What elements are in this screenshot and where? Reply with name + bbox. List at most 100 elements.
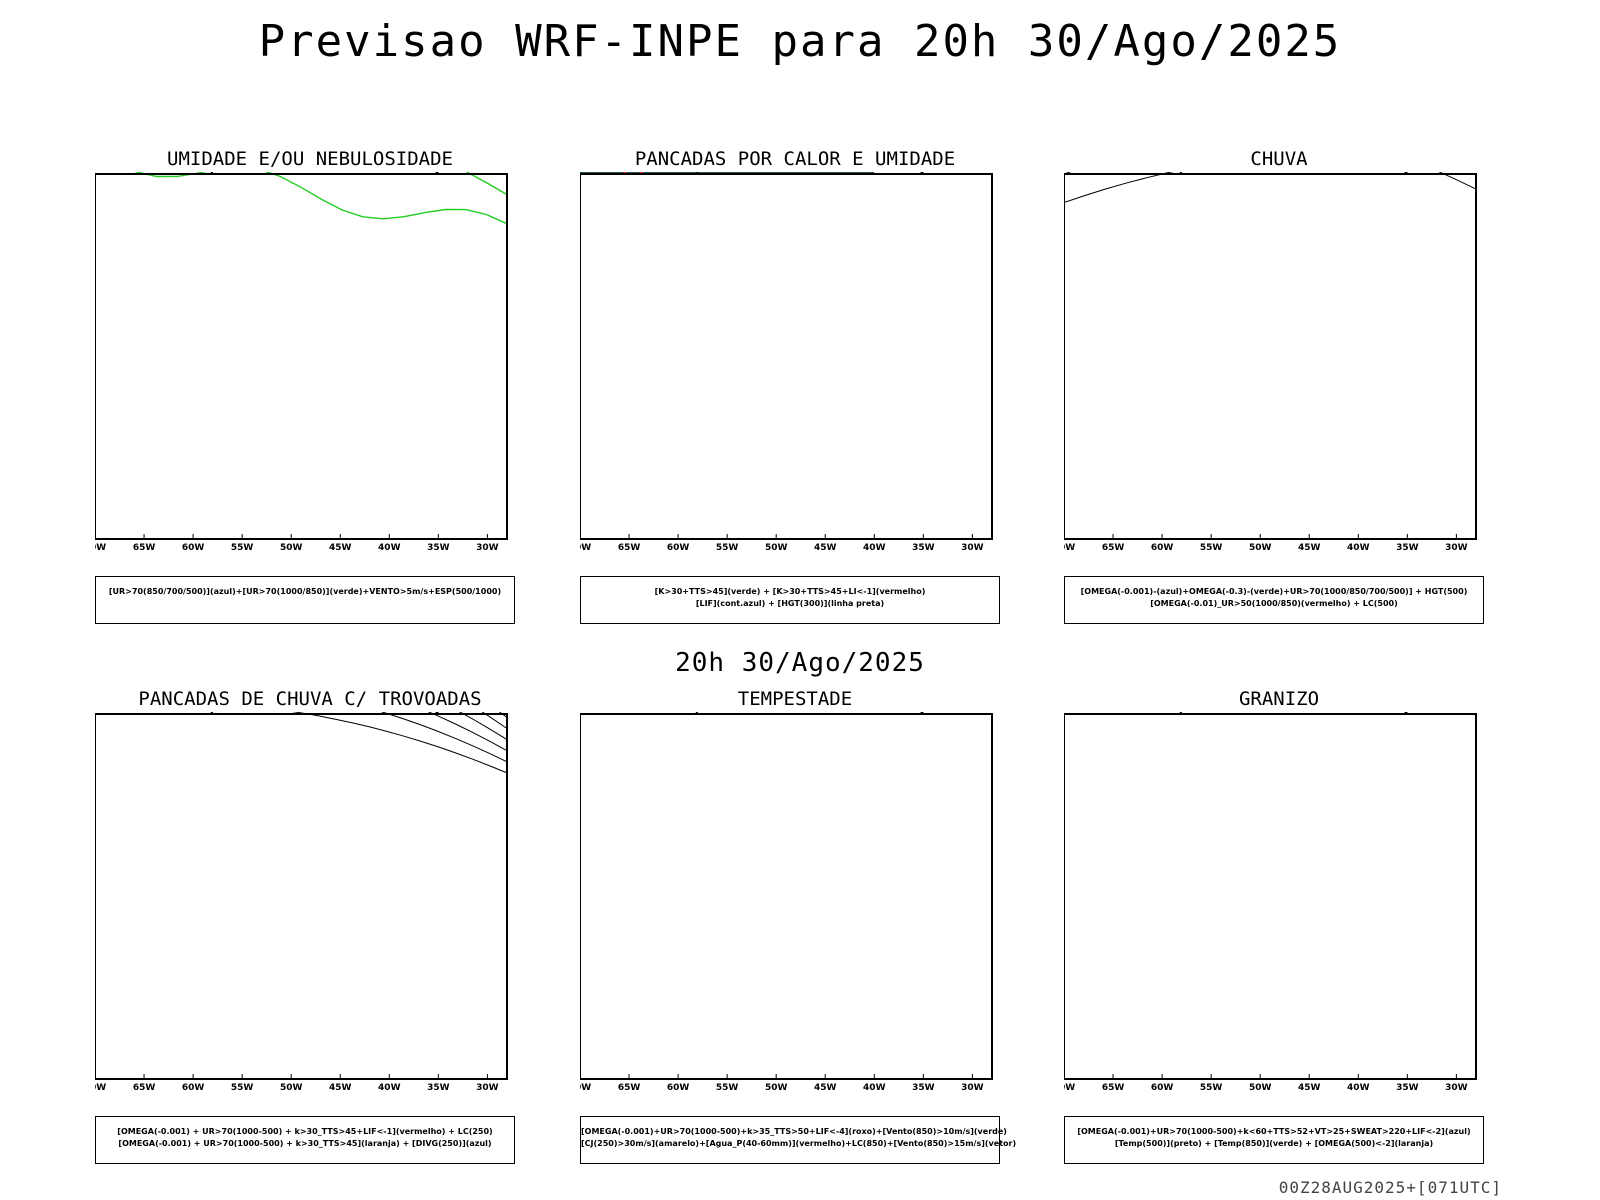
map-layer: 12S15S18S21S24S27S30S33S36S39S42S70W65W6… — [580, 712, 993, 1093]
map-background — [95, 174, 507, 539]
panel-tempestade: TEMPESTADE 12S15S18S21S24S27S30S33S36S39… — [580, 688, 1016, 1164]
map-background — [95, 714, 507, 1079]
run-identifier: 00Z28AUG2025+[071UTC] — [1278, 1178, 1502, 1197]
legend-line: [K>30+TTS>45](verde) + [K>30+TTS>45+LI<-… — [654, 587, 926, 596]
map-layer: -15-18-211512912S15S18S21S24S27S30S33S36… — [1064, 712, 1477, 1093]
legend-line: [OMEGA(-0.001) + UR>70(1000-500) + k>30_… — [118, 1139, 492, 1148]
lon-tick-label: 40W — [1347, 543, 1370, 553]
lon-tick-label: 45W — [814, 1083, 837, 1093]
map-frame — [95, 713, 508, 1080]
panel-umidade: UMIDADE E/OU NEBULOSIDADE 10081012101610… — [95, 148, 525, 624]
lon-tick-label: 45W — [329, 543, 352, 553]
panel-legend: [UR>70(850/700/500)](azul)+[UR>70(1000/8… — [95, 576, 515, 624]
panel-legend: [K>30+TTS>45](verde) + [K>30+TTS>45+LI<-… — [580, 576, 1000, 624]
lon-tick-label: 60W — [667, 1083, 690, 1093]
lon-tick-label: 30W — [1445, 1083, 1468, 1093]
map-frame — [580, 173, 993, 540]
lon-tick-label: 35W — [427, 1083, 450, 1093]
lon-tick-label: 70W — [580, 543, 591, 553]
jet-streamline — [380, 712, 508, 763]
legend-line: [UR>70(850/700/500)](azul)+[UR>70(1000/8… — [108, 587, 502, 596]
legend-line: [OMEGA(-0.001)+UR>70(1000-500)+k<60+TTS>… — [1077, 1127, 1471, 1136]
map-granizo: -15-18-211512912S15S18S21S24S27S30S33S36… — [1064, 712, 1477, 1093]
lon-tick-label: 60W — [182, 543, 205, 553]
lon-tick-label: 35W — [1396, 1083, 1419, 1093]
lon-tick-label: 40W — [378, 543, 401, 553]
jet-streamline — [427, 712, 508, 752]
lon-tick-label: 60W — [667, 543, 690, 553]
humidity-1000-contour — [134, 172, 508, 225]
lon-tick-label: 40W — [863, 543, 886, 553]
lon-tick-label: 65W — [1102, 1083, 1125, 1093]
map-pancadas-calor: 96009520944093609280920012S15S18S21S24S2… — [580, 172, 993, 553]
legend-line: [OMEGA(-0.001)-(azul)+OMEGA(-0.3)-(verde… — [1080, 587, 1468, 596]
lon-tick-label: 30W — [476, 543, 499, 553]
panel-legend: [OMEGA(-0.001) + UR>70(1000-500) + k>30_… — [95, 1116, 515, 1164]
legend-line: [OMEGA(-0.001) + UR>70(1000-500) + k>30_… — [117, 1127, 493, 1136]
map-frame — [1064, 713, 1477, 1080]
lon-tick-label: 35W — [427, 543, 450, 553]
lon-tick-label: 50W — [765, 1083, 788, 1093]
lon-tick-label: 50W — [280, 1083, 303, 1093]
panel-title: GRANIZO — [1238, 688, 1320, 710]
lon-tick-label: 70W — [95, 1083, 106, 1093]
panel-title: PANCADAS POR CALOR E UMIDADE — [634, 148, 956, 170]
map-layer: 10081012101610201024102857657056412S15S1… — [95, 172, 508, 553]
lon-tick-label: 50W — [1249, 543, 1272, 553]
lon-tick-label: 65W — [133, 543, 156, 553]
lon-tick-label: 55W — [231, 543, 254, 553]
legend-line: [OMEGA(-0.01)_UR>50(1000/850)(vermelho) … — [1150, 599, 1398, 608]
map-background — [1064, 714, 1476, 1079]
lon-tick-label: 50W — [1249, 1083, 1272, 1093]
panel-title: PANCADAS DE CHUVA C/ TROVOADAS — [138, 688, 482, 710]
map-umidade: 10081012101610201024102857657056412S15S1… — [95, 172, 508, 553]
lon-tick-label: 55W — [231, 1083, 254, 1093]
panel-legend: [OMEGA(-0.001)+UR>70(1000-500)+k>35_TTS>… — [580, 1116, 1017, 1164]
lon-tick-label: 65W — [618, 1083, 641, 1093]
map-background — [580, 714, 992, 1079]
lon-tick-label: 70W — [580, 1083, 591, 1093]
main-title: Previsao WRF-INPE para 20h 30/Ago/2025 — [258, 16, 1342, 67]
lon-tick-label: 30W — [961, 543, 984, 553]
lon-tick-label: 30W — [1445, 543, 1468, 553]
map-frame — [580, 713, 993, 1080]
lon-tick-label: 45W — [329, 1083, 352, 1093]
map-layer: 96009520944093609280920012S15S18S21S24S2… — [580, 172, 993, 553]
lon-tick-label: 45W — [1298, 543, 1321, 553]
lon-tick-label: 65W — [1102, 543, 1125, 553]
map-background — [1064, 174, 1476, 539]
lon-tick-label: 65W — [133, 1083, 156, 1093]
panel-legend: [OMEGA(-0.001)+UR>70(1000-500)+k<60+TTS>… — [1064, 1116, 1484, 1164]
lon-tick-label: 60W — [182, 1083, 205, 1093]
lon-tick-label: 70W — [1064, 1083, 1075, 1093]
lon-tick-label: 35W — [1396, 543, 1419, 553]
lon-tick-label: 65W — [618, 543, 641, 553]
map-layer: 12S15S18S21S24S27S30S33S36S39S42S70W65W6… — [95, 712, 508, 1093]
map-background — [580, 174, 992, 539]
lon-tick-label: 55W — [1200, 543, 1223, 553]
lon-tick-label: 40W — [1347, 1083, 1370, 1093]
panel-granizo: GRANIZO -15-18-211512912S15S18S21S24S27S… — [1064, 688, 1494, 1164]
lon-tick-label: 35W — [912, 1083, 935, 1093]
lon-tick-label: 30W — [961, 1083, 984, 1093]
legend-line: [Temp(500)](preto) + [Temp(850)](verde) … — [1114, 1139, 1434, 1148]
map-frame — [1064, 173, 1477, 540]
lon-tick-label: 55W — [1200, 1083, 1223, 1093]
lon-tick-label: 45W — [814, 543, 837, 553]
map-chuva: 58257657957357012S15S18S21S24S27S30S33S3… — [1064, 172, 1477, 553]
panel-trovoadas: PANCADAS DE CHUVA C/ TROVOADAS 12S15S18S… — [95, 688, 525, 1164]
panel-title: UMIDADE E/OU NEBULOSIDADE — [167, 148, 453, 170]
panel-chuva: CHUVA 58257657957357012S15S18S21S24S27S3… — [1064, 148, 1494, 624]
streamline — [1064, 172, 1174, 203]
legend-line: [LIF](cont.azul) + [HGT(300)](linha pret… — [695, 599, 885, 608]
legend-line: [CJ(250)>30m/s](amarelo)+[Agua_P(40-60mm… — [581, 1139, 1017, 1148]
lon-tick-label: 55W — [716, 1083, 739, 1093]
lon-tick-label: 40W — [378, 1083, 401, 1093]
lon-tick-label: 30W — [476, 1083, 499, 1093]
lon-tick-label: 70W — [1064, 543, 1075, 553]
panel-legend: [OMEGA(-0.001)-(azul)+OMEGA(-0.3)-(verde… — [1064, 576, 1484, 624]
lon-tick-label: 50W — [280, 543, 303, 553]
lon-tick-label: 60W — [1151, 543, 1174, 553]
map-trovoadas: 12S15S18S21S24S27S30S33S36S39S42S70W65W6… — [95, 712, 508, 1093]
panel-title: TEMPESTADE — [737, 688, 853, 710]
